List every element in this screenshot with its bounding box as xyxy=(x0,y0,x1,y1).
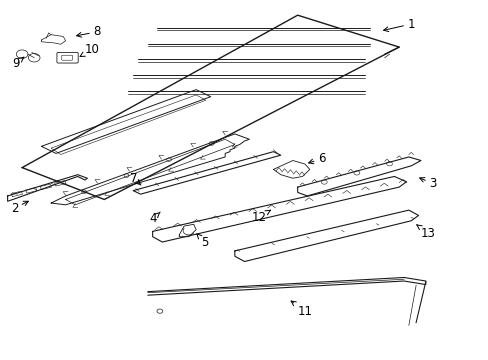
Text: 13: 13 xyxy=(416,225,435,240)
Text: 2: 2 xyxy=(11,201,28,215)
FancyBboxPatch shape xyxy=(61,55,72,60)
Text: 6: 6 xyxy=(308,152,325,165)
FancyBboxPatch shape xyxy=(57,53,78,63)
Text: 8: 8 xyxy=(77,25,101,39)
Text: 9: 9 xyxy=(13,57,24,69)
Text: 1: 1 xyxy=(383,18,414,32)
Text: 3: 3 xyxy=(419,177,436,190)
Text: 4: 4 xyxy=(148,212,160,225)
Text: 5: 5 xyxy=(197,234,208,248)
Text: 12: 12 xyxy=(251,210,270,224)
Text: 7: 7 xyxy=(129,172,141,185)
Text: 11: 11 xyxy=(290,301,312,318)
Text: 10: 10 xyxy=(80,43,100,57)
